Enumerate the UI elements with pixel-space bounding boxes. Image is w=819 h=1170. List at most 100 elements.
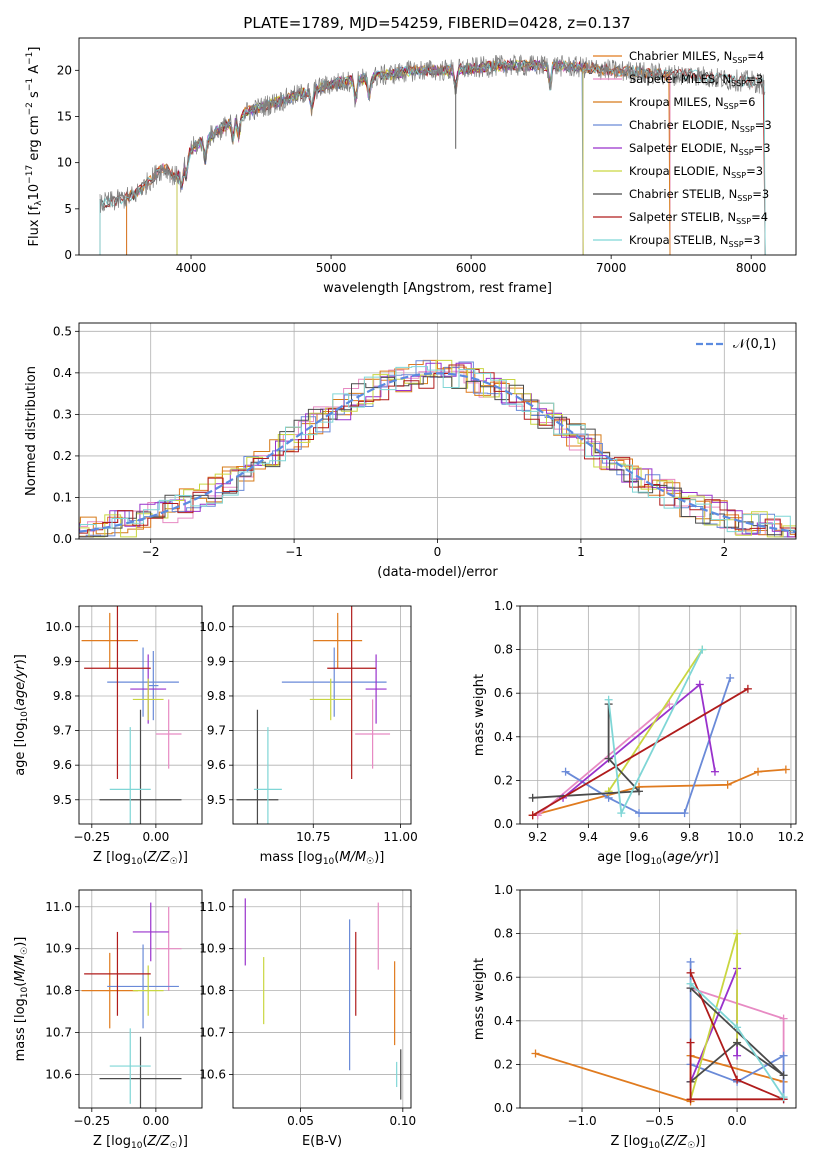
y-tick-label: 9.5 [207,793,226,807]
mass-weight-line [607,649,704,817]
y-tick-label: 10.6 [199,1067,226,1081]
y-tick-label: 0.0 [494,817,513,831]
axes-frame [78,605,203,825]
model-spectrum-line [99,59,766,255]
y-axis-label: Flux [fλ10−17 erg cm−2 s−1 A−1] [25,47,44,247]
y-axis-label: Normed distribution [24,366,39,496]
residual-histogram [79,366,796,533]
weight-lines [531,929,788,1106]
y-tick-label: 0.4 [494,730,513,744]
y-tick-label: 11.0 [45,900,72,914]
mass-weight-line [532,688,749,817]
mass_vs_ebv-panel: 0.05 0.10 10.6 10.7 10.8 10.9 11.0 E(B-V) [199,889,416,1149]
x-tick-label: 10.0 [727,830,754,844]
y-tick-label: 1.0 [494,883,513,897]
x-tick-label: 0.0 [728,1114,747,1128]
legend-label: Salpeter ELODIE, NSSP=3 [629,141,771,157]
legend-label: Chabrier STELIB, NSSP=3 [629,187,769,203]
y-tick-label: 10.7 [45,1026,72,1040]
x-axis-label: mass [log10(M/M☉)] [260,850,385,867]
x-tick-label: 2 [720,545,728,559]
x-tick-label: 0.00 [143,1114,170,1128]
mass-weight-line [689,933,738,1100]
legend-label: Salpeter MILES, NSSP=3 [629,72,763,88]
y-tick-label: 0.5 [53,324,72,338]
x-tick-label: −2 [142,545,160,559]
y-tick-label: 9.9 [53,654,72,668]
y-tick-label: 0.2 [494,773,513,787]
x-tick-label: 11.00 [383,830,417,844]
x-axis-label: age [log10(age/yr)] [597,850,719,867]
mass-weight-line [537,703,670,816]
x-tick-label: 0.10 [389,1114,416,1128]
y-tick-label: 0.8 [494,927,513,941]
y-tick-label: 9.6 [207,758,226,772]
error-bars [81,902,182,1108]
y-tick-label: 11.0 [199,900,226,914]
y-axis-label: mass [log10(M/M☉)] [13,937,30,1062]
y-tick-label: 9.5 [53,793,72,807]
normal-curve [79,372,796,533]
x-tick-label: 9.6 [629,830,648,844]
y-tick-label: 9.7 [53,724,72,738]
y-tick-label: 0.1 [53,490,72,504]
y-tick-label: 10.0 [45,620,72,634]
model-spectrum-line [126,59,671,255]
y-tick-label: 15 [57,109,72,123]
legend-label: Kroupa ELODIE, NSSP=3 [629,164,763,180]
y-tick-label: 0.2 [494,1057,513,1071]
y-tick-label: 0.6 [494,970,513,984]
residuals-panel: −2 −1 0 1 2 0.0 0.1 0.2 0.3 0.4 0.5 (data-model)/er… [24,322,797,580]
model-spectrum-line [99,59,766,255]
x-tick-label: −1 [285,545,303,559]
x-axis-label: (data-model)/error [377,565,498,580]
residual-histogram [79,359,796,538]
y-axis-label: mass weight [472,958,487,1040]
y-tick-label: 9.9 [207,654,226,668]
y-tick-label: 0.8 [494,643,513,657]
x-tick-label: −0.25 [73,1114,110,1128]
age_vs_mass-panel: 10.75 11.00 9.5 9.6 9.7 9.8 9.9 10.0 mass [log10… [199,605,418,867]
x-tick-label: 4000 [176,261,207,275]
y-tick-label: 0.0 [494,1101,513,1115]
x-tick-label: 0.00 [143,830,170,844]
legend-label: Chabrier ELODIE, NSSP=3 [629,118,772,134]
y-tick-label: 10.8 [199,984,226,998]
y-tick-label: 1.0 [494,599,513,613]
x-tick-label: 9.8 [680,830,699,844]
x-tick-label: 10.75 [296,830,330,844]
y-tick-label: 10.8 [45,984,72,998]
weight_vs_age-panel: 9.2 9.4 9.6 9.8 10.0 10.2 0.0 0.2 0.4 0.6 0.8 1.0 ma… [472,599,804,867]
x-tick-label: 1 [577,545,585,559]
x-axis-label: Z [log10(Z/Z☉)] [93,850,188,867]
y-tick-label: 9.7 [207,724,226,738]
axes-frame [232,605,412,825]
weight_vs_Z-panel: −1.0 −0.5 0.0 0.0 0.2 0.4 0.6 0.8 1.0 mass weight… [472,883,797,1151]
y-tick-label: 0 [64,248,72,262]
x-tick-label: 0 [434,545,442,559]
age_vs_Z-panel: −0.25 0.00 9.5 9.6 9.7 9.8 9.9 10.0 age [log10(a… [13,605,203,867]
figure-title: PLATE=1789, MJD=54259, FIBERID=0428, z=0… [243,14,630,32]
histograms [79,359,796,538]
mass_vs_Z-panel: −0.25 0.00 10.6 10.7 10.8 10.9 11.0 mass [log10… [13,889,203,1151]
y-tick-label: 10.6 [45,1067,72,1081]
y-tick-label: 20 [57,63,72,77]
model-spectrum-line [176,58,584,255]
axes-frame [78,322,797,540]
x-tick-label: 8000 [736,261,767,275]
axes-frame [78,889,203,1109]
weight-lines [528,645,790,820]
residual-histogram [79,376,796,538]
legend-label: Kroupa STELIB, NSSP=3 [629,233,760,249]
model-spectrum-line [176,59,584,255]
y-tick-label: 0.2 [53,449,72,463]
mass-weight-line [565,677,732,814]
y-tick-label: 0.4 [53,366,72,380]
y-axis-label: age [log10(age/yr)] [13,654,30,776]
error-bars [244,898,402,1100]
y-tick-label: 0.6 [494,686,513,700]
model-spectrum-line [126,60,671,255]
spectrum-panel: 4000 5000 6000 7000 8000 0 5 10 15 20 wavelength [… [25,37,797,296]
x-tick-label: 0.05 [287,1114,314,1128]
